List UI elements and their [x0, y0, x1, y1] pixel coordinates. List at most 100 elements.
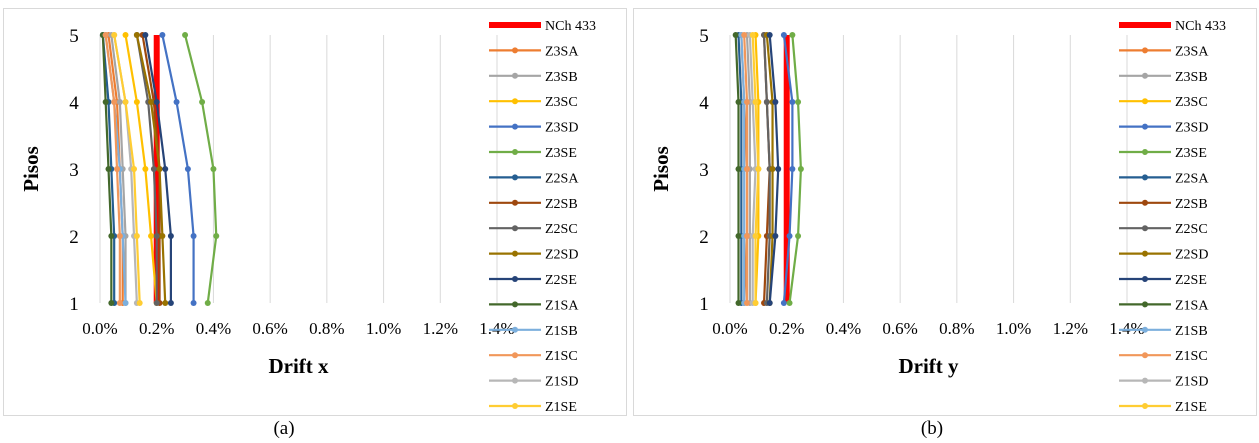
x-tick-label: 1.4%	[1109, 319, 1144, 338]
legend-marker	[512, 352, 518, 359]
legend-item: Z1SB	[1119, 324, 1208, 339]
data-point-z3se	[795, 99, 802, 105]
legend-item: Z2SE	[489, 273, 577, 288]
data-point-z2sc	[763, 99, 770, 105]
x-tick-label: 0.6%	[882, 319, 917, 338]
legend-item: Z3SC	[489, 95, 578, 110]
data-point-z3se	[795, 233, 802, 239]
data-point-z3se	[204, 300, 211, 306]
y-tick-label: 1	[69, 294, 79, 315]
data-point-z1sa	[108, 300, 115, 306]
data-point-z3sd	[159, 32, 166, 38]
data-point-z3sc	[142, 166, 149, 172]
legend-item: Z1SC	[1119, 349, 1208, 364]
data-point-z1sc	[744, 300, 751, 306]
legend-item: Z3SB	[489, 70, 578, 85]
legend-marker	[512, 250, 518, 257]
legend-marker	[1142, 326, 1148, 333]
data-point-z1se	[131, 166, 138, 172]
legend-item: NCh 433	[489, 19, 596, 34]
legend-item: Z1SE	[1119, 400, 1207, 415]
legend-marker	[1142, 174, 1148, 181]
data-point-z2sd	[159, 233, 166, 239]
x-axis-title: Drift x	[268, 354, 329, 378]
legend-marker	[512, 149, 518, 155]
chart-panel-drift-y: 0.0% 0.2% 0.4% 0.6% 0.8% 1.0% 1.2% 1.4% 1 2 3 4 5 Dri…	[633, 8, 1257, 416]
legend-item: Z1SD	[489, 375, 578, 390]
legend-label: Z2SB	[1175, 197, 1208, 212]
data-point-z1sc	[102, 32, 109, 38]
legend-marker	[512, 47, 518, 54]
data-point-z3sd	[780, 300, 787, 306]
legend-label: Z1SC	[545, 349, 578, 364]
data-point-z3sc	[122, 32, 129, 38]
data-point-z1sc	[744, 233, 751, 239]
data-point-z1sc	[744, 99, 751, 105]
legend-marker	[1142, 352, 1148, 359]
legend-label: Z3SB	[545, 70, 578, 85]
data-point-z1se	[133, 233, 140, 239]
x-tick-label: 1.2%	[423, 319, 458, 338]
data-point-z1sc	[744, 166, 751, 172]
legend-label: Z3SC	[1175, 95, 1208, 110]
x-tick-label: 0.0%	[712, 319, 747, 338]
legend-marker	[1142, 403, 1148, 409]
legend-marker	[512, 377, 518, 384]
y-tick-label: 4	[699, 93, 709, 114]
data-point-z1se	[136, 300, 143, 306]
legend-marker	[512, 301, 518, 308]
chart-drift-y: 0.0% 0.2% 0.4% 0.6% 0.8% 1.0% 1.2% 1.4% 1 2 3 4 5 Dri…	[649, 19, 1226, 415]
legend-item: Z2SC	[489, 222, 578, 237]
data-point-z2se	[162, 166, 169, 172]
y-tick-label: 2	[699, 227, 709, 248]
caption-b: (b)	[920, 418, 944, 439]
legend-item: Z2SA	[489, 171, 579, 186]
data-point-z3sd	[173, 99, 180, 105]
legend-marker	[1142, 250, 1148, 257]
data-point-z3se	[182, 32, 189, 38]
data-point-z3sc	[148, 233, 155, 239]
chart-panel-drift-x: 0.0% 0.2% 0.4% 0.6% 0.8% 1.0% 1.2% 1.4% 1 2 3 4 5 Dri…	[3, 8, 627, 416]
legend-item: Z3SC	[1119, 95, 1208, 110]
data-point-z3sc	[133, 99, 140, 105]
legend-label: Z2SA	[545, 171, 579, 186]
data-point-z1se	[752, 99, 759, 105]
legend-label: Z2SD	[1175, 248, 1208, 263]
y-tick-label: 1	[699, 294, 709, 315]
x-tick-label: 0.8%	[309, 319, 344, 338]
data-point-z2se	[772, 233, 779, 239]
legend-item: Z1SE	[489, 400, 577, 415]
data-point-z3sd	[190, 300, 197, 306]
data-point-z2se	[766, 32, 773, 38]
data-point-z2se	[167, 300, 174, 306]
data-point-z3se	[213, 233, 220, 239]
legend-label: Z1SD	[1175, 375, 1208, 390]
data-point-z2se	[153, 99, 160, 105]
legend-label: Z3SB	[1175, 70, 1208, 85]
legend-item: Z3SA	[1119, 44, 1209, 59]
data-point-z2sd	[133, 32, 140, 38]
data-point-z1sa	[735, 166, 742, 172]
legend-item: Z1SA	[489, 298, 579, 313]
data-point-z1sc	[116, 233, 123, 239]
legend-label: Z1SD	[545, 375, 578, 390]
legend-label: Z3SD	[545, 121, 578, 136]
legend-item: Z2SD	[1119, 248, 1208, 263]
data-point-z1se	[755, 166, 762, 172]
data-point-z2sd	[148, 99, 155, 105]
data-point-z3se	[210, 166, 217, 172]
y-tick-label: 3	[69, 160, 79, 181]
data-point-z3sd	[780, 32, 787, 38]
legend-label: Z3SD	[1175, 121, 1208, 136]
legend-marker	[1142, 377, 1148, 384]
legend-item: NCh 433	[1119, 19, 1226, 34]
legend-item: Z2SB	[1119, 197, 1208, 212]
legend-item: Z3SA	[489, 44, 579, 59]
legend-label: NCh 433	[545, 19, 596, 34]
data-point-z1sc	[111, 99, 118, 105]
legend-marker	[512, 403, 518, 409]
data-point-z1sc	[116, 300, 123, 306]
legend-item: Z1SD	[1119, 375, 1208, 390]
legend-item: Z1SB	[489, 324, 578, 339]
legend-marker	[512, 123, 518, 130]
